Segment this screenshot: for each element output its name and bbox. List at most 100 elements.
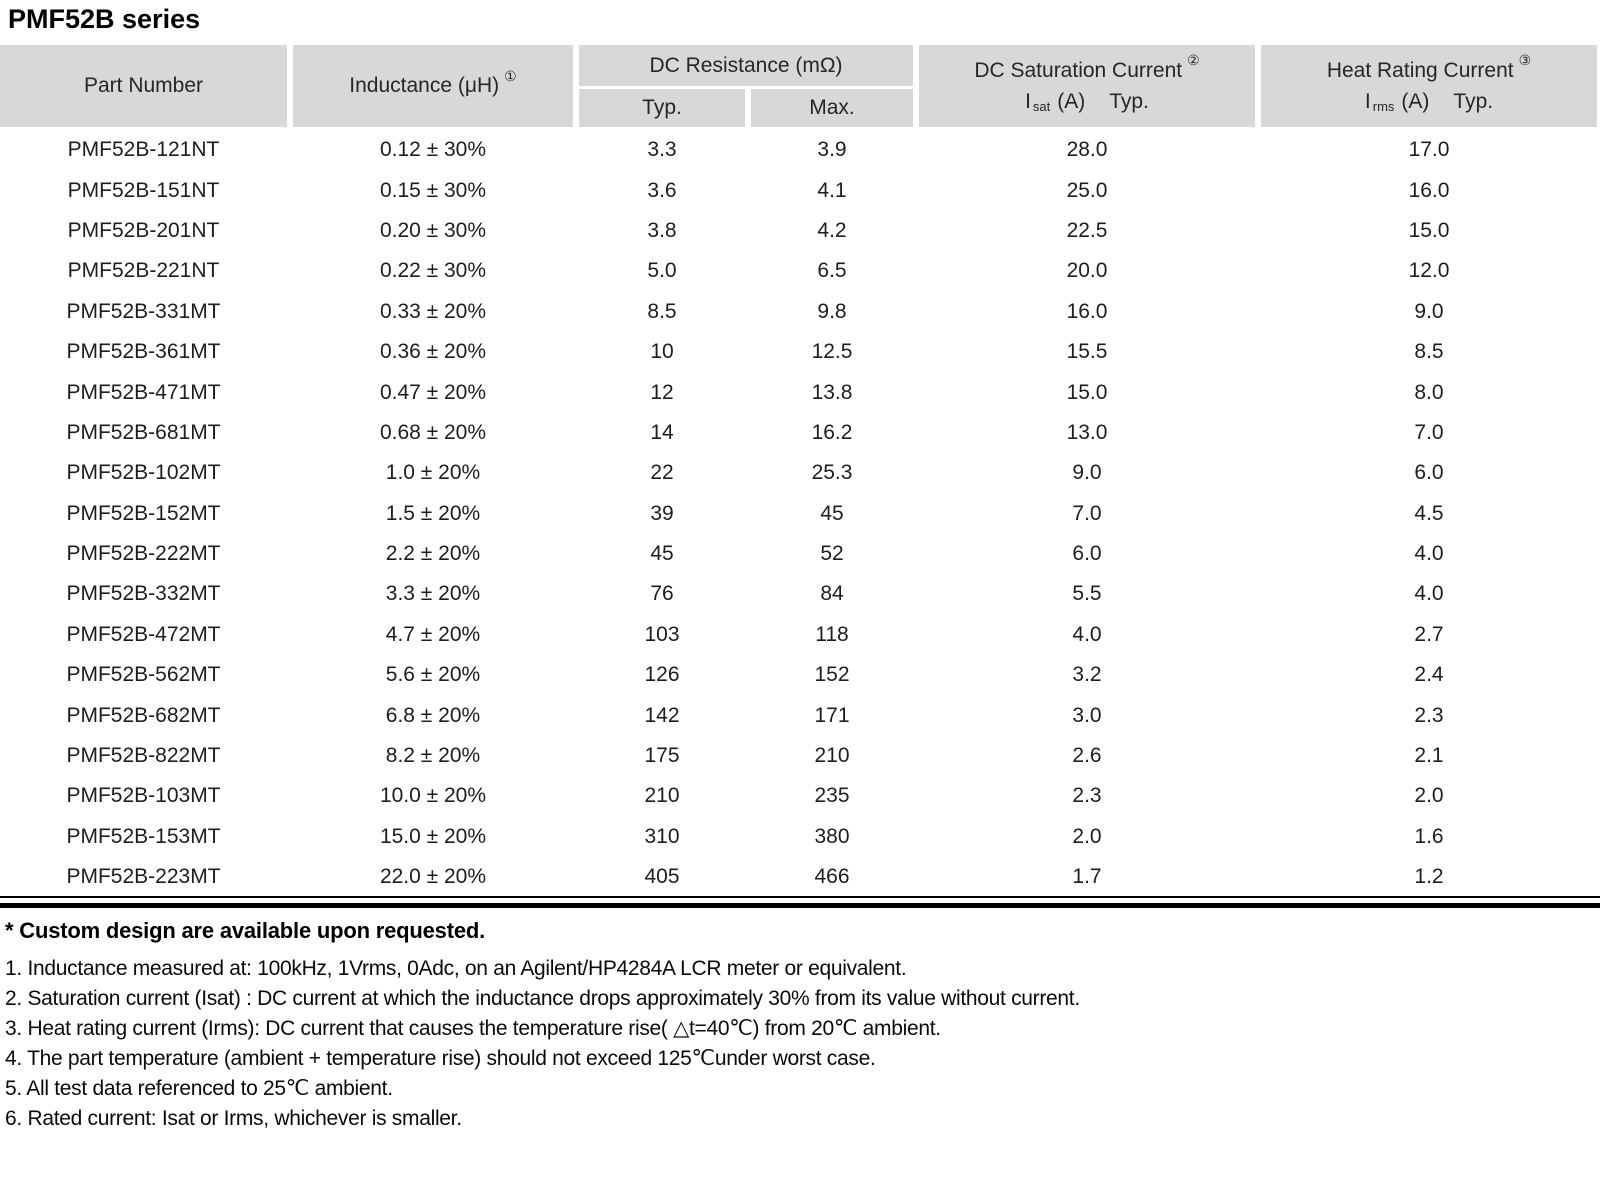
isat-cell: 3.0	[1072, 703, 1102, 727]
isat-cell: 2.0	[1072, 824, 1102, 848]
isat-cell: 1.7	[1072, 865, 1102, 889]
dcr-max-cell: 45	[820, 501, 844, 525]
saturation-current-label: DC Saturation Current	[974, 58, 1183, 82]
inductance-cell: 1.5 ± 20%	[385, 501, 481, 525]
irms-cell: 8.5	[1414, 340, 1444, 364]
irms-cell: 2.3	[1414, 703, 1444, 727]
part-number-cell: PMF52B-201NT	[67, 218, 220, 242]
isat-typ-label: Typ.	[1109, 89, 1149, 113]
part-number-cell: PMF52B-121NT	[67, 138, 220, 162]
part-number-cell: PMF52B-102MT	[66, 461, 221, 485]
irms-cell: 17.0	[1408, 138, 1450, 162]
heat-rating-title: Heat Rating Current ③	[1327, 52, 1531, 83]
table-row: PMF52B-331MT 0.33 ± 20% 8.5 9.8 16.0 9.0	[0, 292, 1597, 332]
irms-symbol: I	[1364, 89, 1371, 113]
inductance-cell: 10.0 ± 20%	[379, 784, 487, 808]
irms-cell: 4.0	[1414, 582, 1444, 606]
irms-cell: 7.0	[1414, 420, 1444, 444]
dcr-typ-cell: 126	[644, 663, 680, 687]
part-number-cell: PMF52B-472MT	[66, 622, 221, 646]
irms-cell: 4.0	[1414, 542, 1444, 566]
footnote-ref-3: ③	[1518, 52, 1532, 68]
parts-table: Part Number Inductance (μH) ① DC Resista…	[0, 45, 1597, 897]
part-number-cell: PMF52B-822MT	[66, 744, 221, 768]
table-row: PMF52B-103MT 10.0 ± 20% 210 235 2.3 2.0	[0, 776, 1597, 816]
dcr-max-cell: 118	[815, 622, 849, 646]
dcr-typ-cell: 22	[650, 461, 674, 485]
dcr-max-cell: 16.2	[811, 420, 853, 444]
table-row: PMF52B-332MT 3.3 ± 20% 76 84 5.5 4.0	[0, 574, 1597, 614]
irms-cell: 2.7	[1414, 622, 1444, 646]
dcr-typ-cell: 3.3	[647, 138, 677, 162]
col-header-inductance: Inductance (μH) ①	[293, 45, 573, 127]
col-header-saturation-current: DC Saturation Current ② I sat (A) Typ.	[919, 45, 1255, 127]
dcr-max-cell: 210	[814, 744, 850, 768]
inductance-cell: 2.2 ± 20%	[385, 542, 481, 566]
part-number-cell: PMF52B-151NT	[67, 178, 220, 202]
part-number-cell: PMF52B-562MT	[66, 663, 221, 687]
isat-cell: 2.3	[1072, 784, 1102, 808]
isat-cell: 6.0	[1072, 542, 1102, 566]
isat-cell: 22.5	[1066, 218, 1108, 242]
dcr-typ-cell: 10	[650, 340, 674, 364]
inductance-cell: 0.20 ± 30%	[379, 218, 487, 242]
dcr-max-cell: 12.5	[811, 340, 853, 364]
table-row: PMF52B-221NT 0.22 ± 30% 5.0 6.5 20.0 12.0	[0, 251, 1597, 291]
inductance-cell: 4.7 ± 20%	[385, 622, 481, 646]
irms-cell: 15.0	[1408, 218, 1450, 242]
table-row: PMF52B-361MT 0.36 ± 20% 10 12.5 15.5 8.5	[0, 332, 1597, 372]
dcr-typ-cell: 76	[650, 582, 674, 606]
dcr-typ-cell: 8.5	[647, 299, 677, 323]
isat-unit: (A)	[1057, 89, 1086, 113]
part-number-cell: PMF52B-331MT	[66, 299, 221, 323]
dcr-max-cell: 380	[814, 824, 850, 848]
table-row: PMF52B-822MT 8.2 ± 20% 175 210 2.6 2.1	[0, 736, 1597, 776]
irms-cell: 2.4	[1414, 663, 1444, 687]
dcr-max-cell: 171	[814, 703, 850, 727]
dcr-max-cell: 152	[814, 663, 850, 687]
irms-typ-label: Typ.	[1453, 89, 1494, 113]
irms-cell: 2.0	[1414, 784, 1444, 808]
inductance-cell: 15.0 ± 20%	[379, 824, 487, 848]
isat-cell: 7.0	[1072, 501, 1102, 525]
dcr-typ-cell: 39	[650, 501, 674, 525]
part-number-cell: PMF52B-152MT	[66, 501, 221, 525]
inductance-cell: 0.68 ± 20%	[379, 420, 487, 444]
dcr-typ-cell: 45	[650, 542, 674, 566]
table-body: PMF52B-121NT 0.12 ± 30% 3.3 3.9 28.0 17.0 PMF5…	[0, 130, 1597, 897]
part-number-cell: PMF52B-332MT	[66, 582, 221, 606]
inductance-cell: 0.36 ± 20%	[379, 340, 487, 364]
part-number-cell: PMF52B-361MT	[66, 340, 221, 364]
divider-thin-line	[0, 896, 1600, 898]
table-row: PMF52B-152MT 1.5 ± 20% 39 45 7.0 4.5	[0, 494, 1597, 534]
table-row: PMF52B-471MT 0.47 ± 20% 12 13.8 15.0 8.0	[0, 372, 1597, 412]
dcr-max-cell: 6.5	[817, 259, 847, 283]
isat-cell: 28.0	[1066, 138, 1108, 162]
dcr-max-cell: 13.8	[811, 380, 853, 404]
irms-cell: 6.0	[1414, 461, 1444, 485]
isat-cell: 16.0	[1066, 299, 1108, 323]
table-row: PMF52B-682MT 6.8 ± 20% 142 171 3.0 2.3	[0, 695, 1597, 735]
irms-cell: 8.0	[1414, 380, 1444, 404]
dcr-max-cell: 4.1	[817, 178, 847, 202]
inductance-cell: 1.0 ± 20%	[385, 461, 481, 485]
isat-cell: 9.0	[1072, 461, 1102, 485]
isat-cell: 13.0	[1066, 420, 1108, 444]
isat-cell: 20.0	[1066, 259, 1108, 283]
footnotes-section: * Custom design are available upon reque…	[5, 912, 1565, 1134]
isat-cell: 25.0	[1066, 178, 1108, 202]
table-row: PMF52B-153MT 15.0 ± 20% 310 380 2.0 1.6	[0, 817, 1597, 857]
dcr-typ-cell: 12	[650, 380, 674, 404]
table-row: PMF52B-151NT 0.15 ± 30% 3.6 4.1 25.0 16.0	[0, 170, 1597, 210]
isat-subscript: sat	[1032, 99, 1051, 114]
footnote: 2. Saturation current (Isat) : DC curren…	[5, 987, 1080, 1010]
isat-cell: 4.0	[1072, 622, 1102, 646]
inductance-cell: 0.47 ± 20%	[379, 380, 487, 404]
inductance-cell: 22.0 ± 20%	[379, 865, 487, 889]
footnote: 3. Heat rating current (Irms): DC curren…	[5, 1017, 941, 1040]
isat-cell: 2.6	[1072, 744, 1102, 768]
col-header-part-number: Part Number	[0, 45, 287, 127]
isat-cell: 3.2	[1072, 663, 1102, 687]
footnote-ref-2: ②	[1187, 52, 1200, 68]
dcr-typ-cell: 3.8	[647, 218, 677, 242]
